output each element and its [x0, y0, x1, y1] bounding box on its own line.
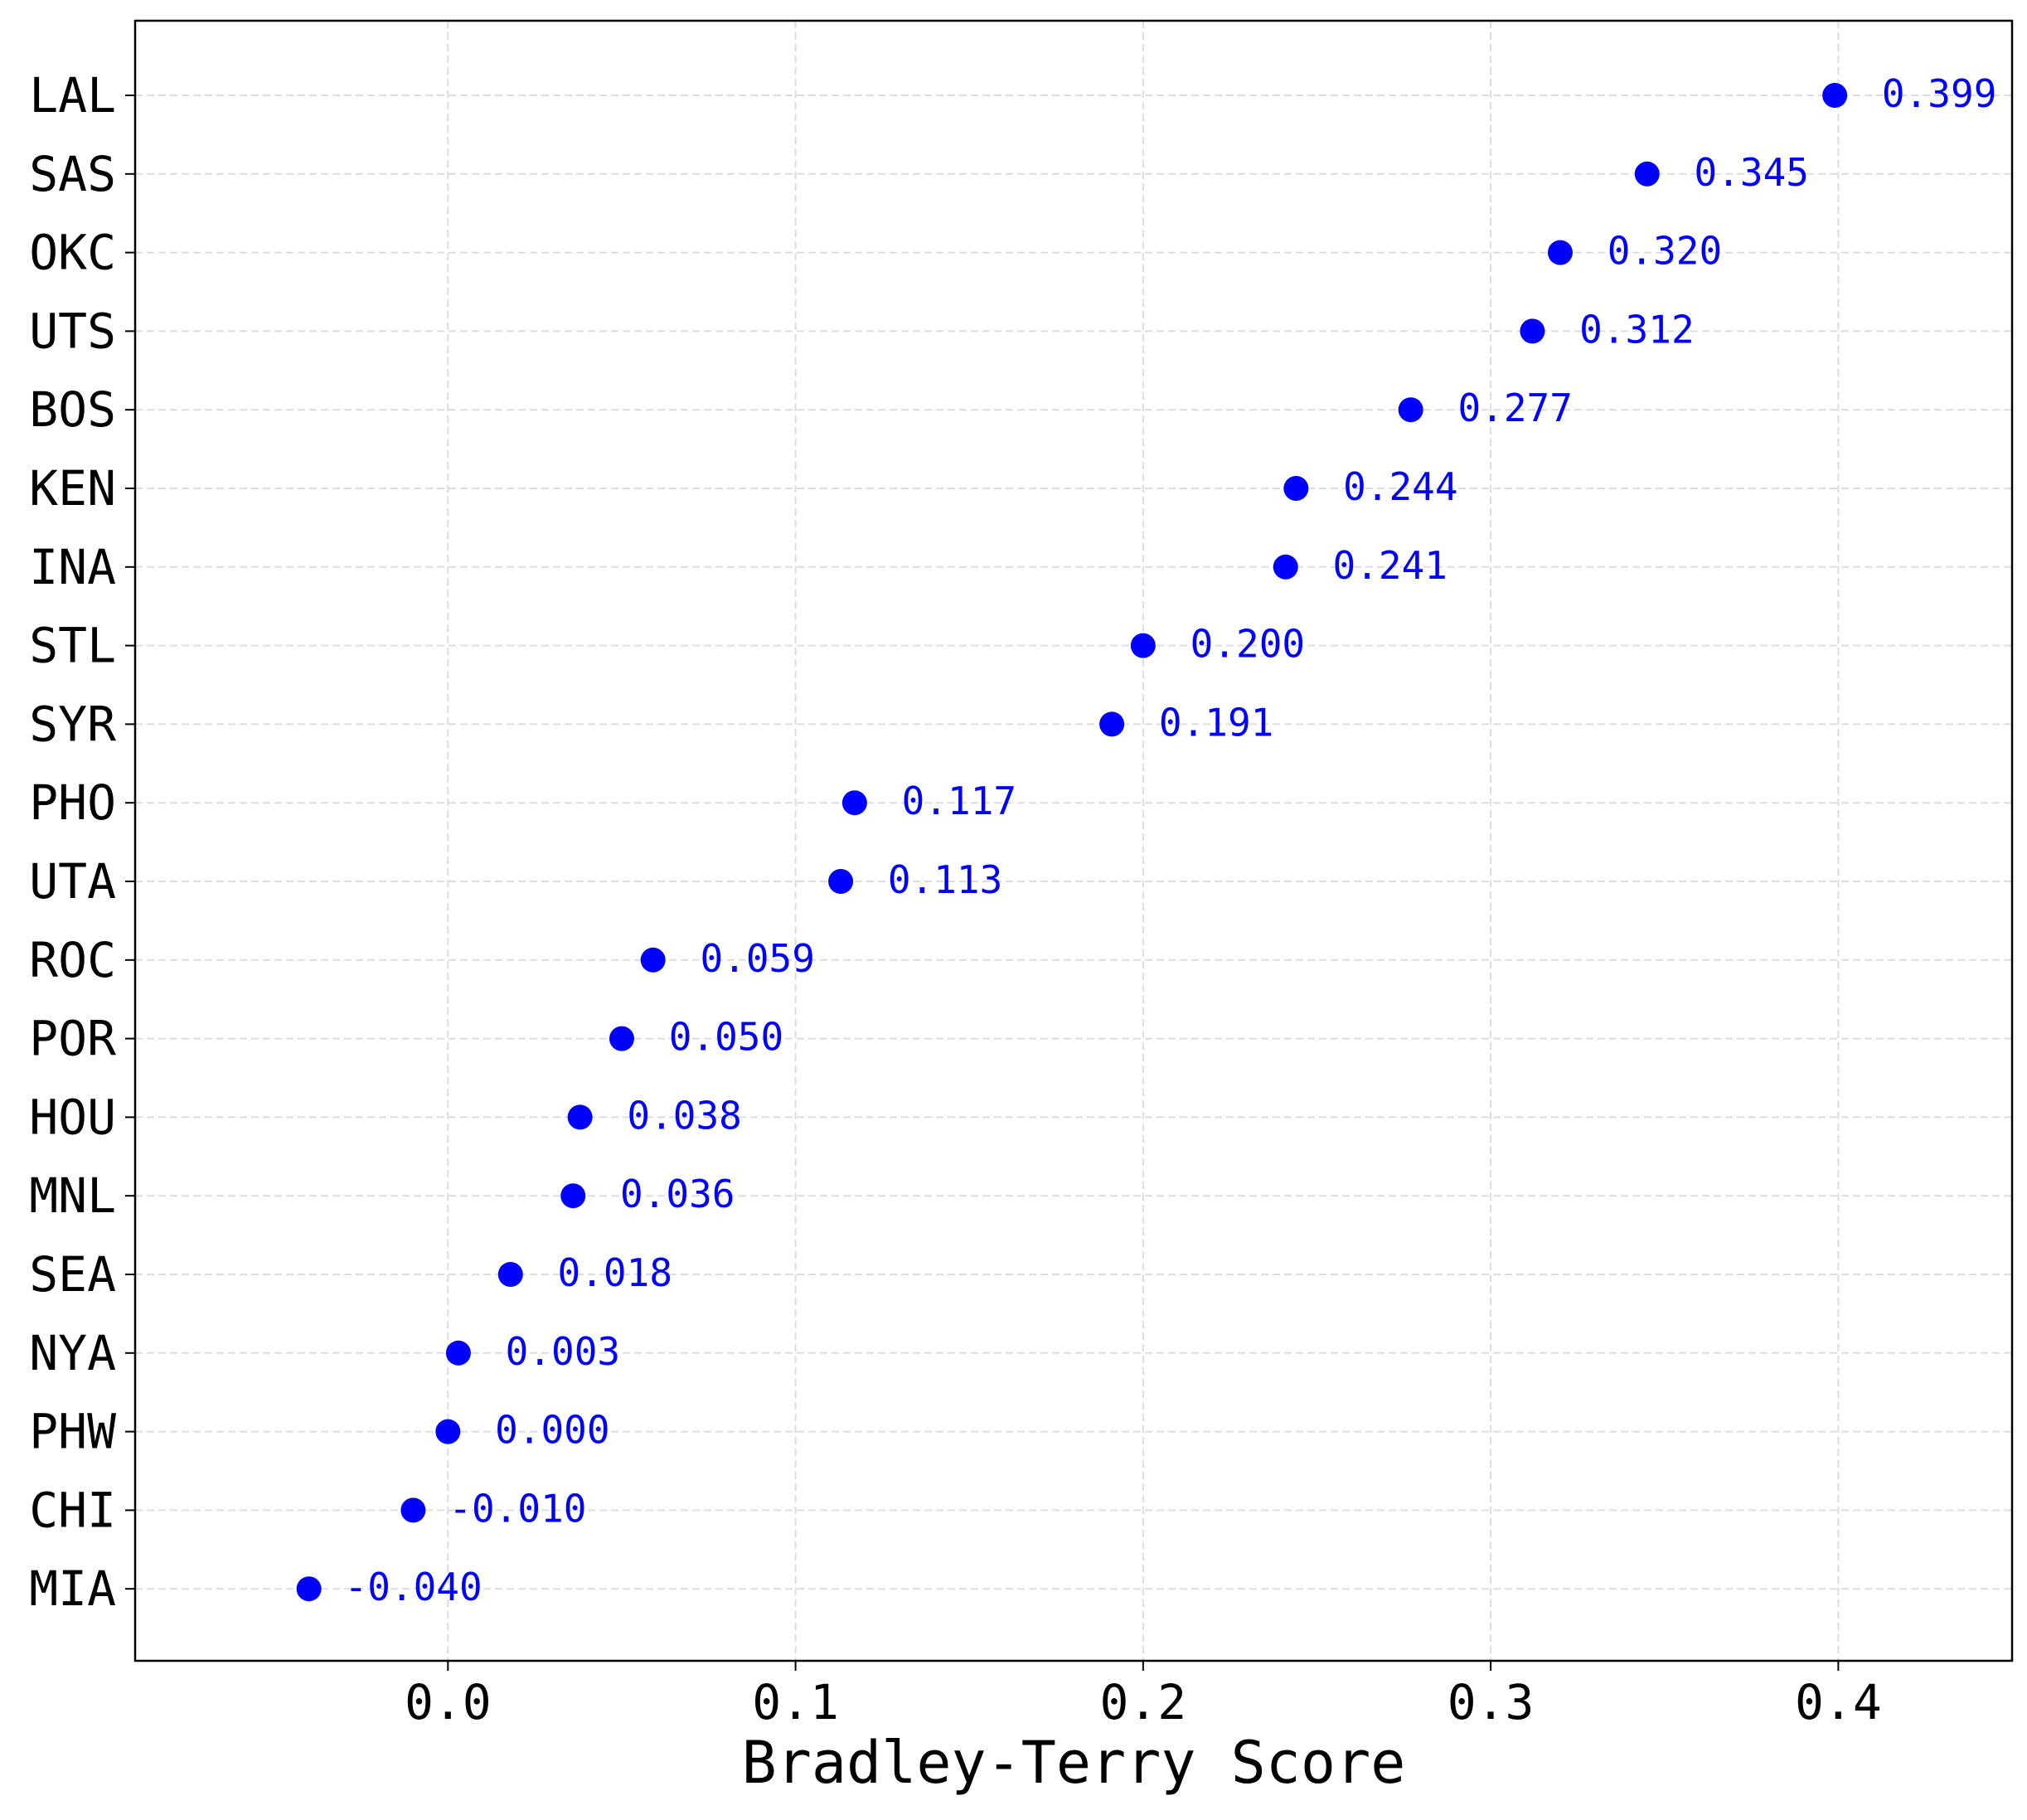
y-tick-label: SEA — [29, 1246, 116, 1303]
data-point — [567, 1104, 593, 1130]
data-label: 0.244 — [1343, 464, 1457, 509]
data-label: -0.010 — [449, 1486, 586, 1531]
data-point — [435, 1419, 461, 1444]
data-point — [1520, 318, 1545, 344]
data-label: 0.003 — [506, 1329, 620, 1374]
plot-frame — [133, 19, 2014, 1662]
data-point — [497, 1262, 523, 1287]
y-tick-label: PHO — [29, 774, 116, 831]
data-label: 0.191 — [1159, 700, 1273, 745]
y-tick-label: STL — [29, 618, 116, 674]
data-point — [1398, 397, 1423, 423]
data-label: 0.399 — [1882, 71, 1996, 116]
data-point — [1130, 633, 1156, 658]
data-point — [1634, 161, 1660, 187]
y-tick-label: POR — [29, 1011, 116, 1067]
y-tick-label: MIA — [29, 1560, 116, 1617]
data-label: 0.320 — [1608, 229, 1722, 274]
x-tick-label: 0.1 — [752, 1674, 839, 1730]
data-point — [445, 1340, 471, 1366]
y-tick-label: OKC — [29, 225, 116, 281]
data-label: 0.113 — [888, 857, 1002, 902]
data-label: 0.241 — [1333, 543, 1448, 588]
data-point — [640, 947, 666, 973]
data-label: 0.059 — [700, 936, 814, 981]
data-label: 0.036 — [620, 1172, 735, 1216]
data-point — [296, 1576, 322, 1602]
x-tick-label: 0.2 — [1099, 1674, 1186, 1730]
data-label: 0.117 — [902, 779, 1016, 823]
data-label: 0.038 — [627, 1093, 741, 1138]
y-tick-label: LAL — [29, 67, 116, 124]
data-label: 0.312 — [1579, 307, 1694, 352]
data-point — [609, 1026, 634, 1051]
grid — [135, 21, 2012, 1661]
y-tick-label: SAS — [29, 146, 116, 202]
x-axis-label: Bradley-Terry Score — [742, 1729, 1406, 1797]
data-point — [1273, 554, 1298, 580]
y-tick-label: SYR — [29, 696, 116, 752]
data-point — [1822, 83, 1848, 108]
x-tick-label: 0.4 — [1795, 1674, 1882, 1730]
data-points — [296, 83, 1848, 1602]
data-label: 0.018 — [558, 1250, 672, 1295]
y-tick-label: INA — [29, 539, 116, 595]
data-point — [1099, 711, 1125, 737]
x-tick-label: 0.0 — [405, 1674, 492, 1730]
data-point — [1547, 240, 1573, 265]
y-tick-label: UTA — [29, 853, 116, 910]
y-tick-label: BOS — [29, 381, 116, 438]
y-tick-label: CHI — [29, 1482, 116, 1538]
y-tick-label: HOU — [29, 1089, 116, 1145]
data-label: 0.277 — [1457, 386, 1572, 430]
y-tick-label: KEN — [29, 460, 116, 517]
data-label: 0.200 — [1190, 622, 1305, 667]
data-label: 0.050 — [669, 1015, 783, 1060]
data-label: 0.345 — [1695, 150, 1809, 195]
data-point — [841, 790, 867, 816]
y-tick-label: PHW — [29, 1404, 116, 1460]
data-label: 0.000 — [495, 1408, 609, 1453]
y-tick-label: ROC — [29, 932, 116, 988]
y-tick-label: MNL — [29, 1167, 116, 1224]
data-label: -0.040 — [345, 1565, 483, 1609]
y-tick-label: NYA — [29, 1325, 116, 1381]
axis-ticks: 0.0 0.1 0.2 0.3 0.4 LAL SAS OKC UTS BOS KEN INA STL S… — [29, 67, 1882, 1730]
data-point — [400, 1497, 426, 1523]
y-tick-label: UTS — [29, 303, 116, 359]
data-point — [828, 869, 854, 894]
data-point — [560, 1183, 586, 1209]
data-point — [1283, 476, 1309, 501]
x-tick-label: 0.3 — [1448, 1674, 1535, 1730]
